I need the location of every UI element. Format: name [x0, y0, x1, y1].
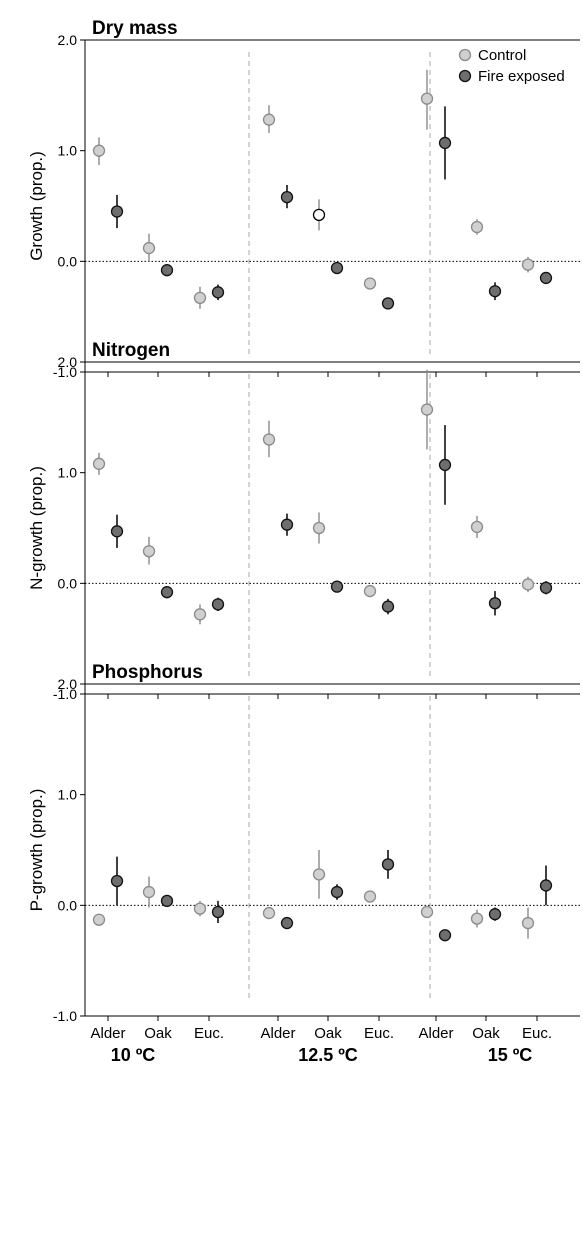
- fire-point: [330, 885, 344, 899]
- control-point: [420, 403, 434, 416]
- fire-point: [160, 894, 174, 908]
- fire-point: [211, 598, 225, 611]
- x-category-label: Alder: [260, 1025, 295, 1042]
- fire-point: [488, 597, 502, 610]
- x-category-label: Euc.: [194, 1025, 224, 1042]
- y-tick-label: -1.0: [53, 686, 77, 702]
- control-point: [312, 868, 326, 881]
- control-point: [420, 92, 434, 105]
- temperature-group-label: 15 ºC: [488, 1045, 533, 1065]
- legend-fire-marker: [458, 69, 472, 83]
- fire-point: [381, 858, 395, 871]
- fire-point: [160, 586, 174, 599]
- control-point: [363, 890, 377, 903]
- control-point: [470, 912, 484, 925]
- fire-point: [438, 929, 452, 942]
- control-point: [193, 608, 207, 621]
- fire-point: [211, 905, 225, 919]
- fire-point: [110, 525, 124, 538]
- control-point: [262, 906, 276, 920]
- fire-point: [211, 286, 225, 299]
- x-category-label: Alder: [90, 1025, 125, 1042]
- fire-point: [381, 600, 395, 613]
- control-point: [262, 113, 276, 126]
- control-point: [142, 545, 156, 558]
- y-tick-label: -1.0: [53, 1008, 77, 1024]
- legend-fire-label: Fire exposed: [478, 68, 565, 85]
- control-point: [312, 521, 326, 535]
- panel-title: Phosphorus: [92, 662, 203, 683]
- control-point: [521, 578, 535, 591]
- y-tick-label: 1.0: [58, 787, 78, 803]
- control-point: [193, 902, 207, 915]
- legend-control-marker: [458, 48, 472, 62]
- control-point: [142, 241, 156, 255]
- y-axis-label: N-growth (prop.): [27, 466, 46, 590]
- fire-point: [330, 261, 344, 275]
- y-tick-label: -1.0: [53, 364, 77, 380]
- x-category-label: Alder: [418, 1025, 453, 1042]
- y-axis-label: Growth (prop.): [27, 151, 46, 261]
- fire-point: [438, 136, 452, 150]
- y-tick-label: 2.0: [58, 676, 78, 692]
- fire-point: [381, 297, 395, 310]
- fire-point: [280, 518, 294, 531]
- x-category-label: Oak: [472, 1025, 500, 1042]
- fire-point: [539, 879, 553, 892]
- y-tick-label: 0.0: [58, 253, 78, 269]
- y-tick-label: 1.0: [58, 143, 78, 159]
- control-point: [363, 584, 377, 598]
- control-point: [92, 144, 106, 157]
- control-point: [420, 905, 434, 919]
- x-category-label: Euc.: [364, 1025, 394, 1042]
- control-point: [521, 916, 535, 930]
- control-point: [142, 885, 156, 899]
- fire-point: [488, 285, 502, 298]
- fire-point: [438, 458, 452, 472]
- fire-point: [539, 581, 553, 594]
- y-axis-label: P-growth (prop.): [27, 789, 46, 912]
- temperature-group-label: 12.5 ºC: [298, 1045, 358, 1065]
- panel-title: Dry mass: [92, 18, 178, 39]
- legend-control-label: Control: [478, 47, 526, 64]
- fire-point: [330, 580, 344, 593]
- temperature-group-label: 10 ºC: [111, 1045, 156, 1065]
- control-point: [262, 433, 276, 446]
- control-point: [193, 291, 207, 305]
- control-point: [363, 277, 377, 290]
- control-point: [312, 208, 326, 222]
- y-tick-label: 0.0: [58, 897, 78, 913]
- y-tick-label: 0.0: [58, 575, 78, 591]
- panel-title: Nitrogen: [92, 340, 170, 361]
- control-point: [92, 457, 106, 470]
- x-category-label: Oak: [144, 1025, 172, 1042]
- control-point: [521, 258, 535, 271]
- x-category-label: Euc.: [522, 1025, 552, 1042]
- fire-point: [110, 874, 124, 888]
- y-tick-label: 1.0: [58, 465, 78, 481]
- fire-point: [280, 916, 294, 930]
- y-tick-label: 2.0: [58, 32, 78, 48]
- y-tick-label: 2.0: [58, 354, 78, 370]
- fire-point: [280, 190, 294, 204]
- x-category-label: Oak: [314, 1025, 342, 1042]
- control-point: [92, 913, 106, 926]
- fire-point: [110, 205, 124, 218]
- control-point: [470, 520, 484, 534]
- fire-point: [488, 908, 502, 921]
- control-point: [470, 220, 484, 234]
- fire-point: [160, 264, 174, 277]
- fire-point: [539, 271, 553, 285]
